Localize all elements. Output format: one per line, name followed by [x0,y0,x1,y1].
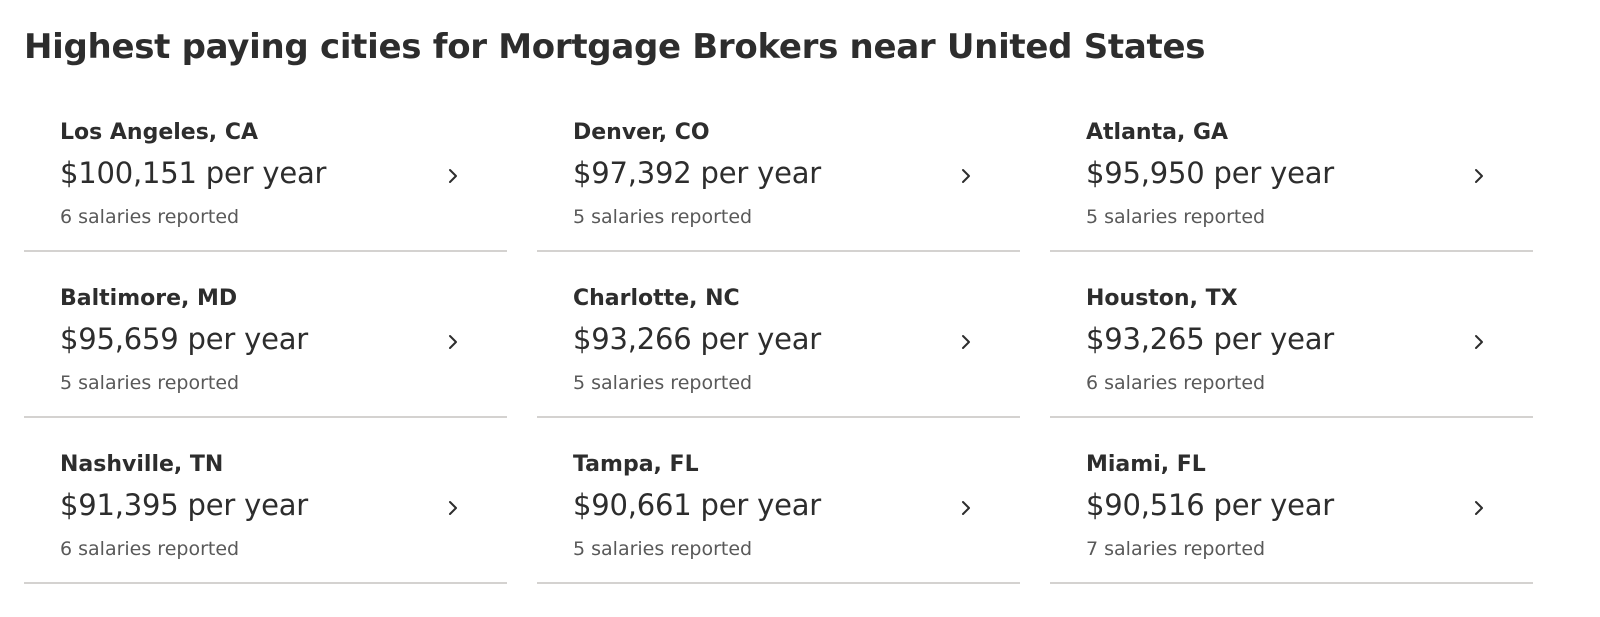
salaries-reported: 6 salaries reported [60,206,240,228]
city-salary: $90,516 per year [1086,488,1335,522]
salaries-reported: 5 salaries reported [573,538,753,560]
city-salary: $100,151 per year [60,156,327,190]
city-card-nashville[interactable]: Nashville, TN $91,395 per year 6 salarie… [24,432,507,584]
chevron-right-icon [446,166,460,186]
city-name: Nashville, TN [60,452,224,477]
city-salary-grid: Los Angeles, CA $100,151 per year 6 sala… [24,100,1560,584]
city-card-tampa[interactable]: Tampa, FL $90,661 per year 5 salaries re… [537,432,1020,584]
salaries-reported: 5 salaries reported [1086,206,1266,228]
salaries-reported: 7 salaries reported [1086,538,1266,560]
salaries-reported: 5 salaries reported [573,206,753,228]
city-card-miami[interactable]: Miami, FL $90,516 per year 7 salaries re… [1050,432,1533,584]
city-name: Baltimore, MD [60,286,238,311]
city-card-los-angeles[interactable]: Los Angeles, CA $100,151 per year 6 sala… [24,100,507,252]
city-name: Charlotte, NC [573,286,740,311]
page-title: Highest paying cities for Mortgage Broke… [24,27,1206,67]
chevron-right-icon [959,332,973,352]
city-name: Tampa, FL [573,452,699,477]
city-card-charlotte[interactable]: Charlotte, NC $93,266 per year 5 salarie… [537,266,1020,418]
city-salary: $95,659 per year [60,322,309,356]
city-salary: $95,950 per year [1086,156,1335,190]
chevron-right-icon [1472,332,1486,352]
salaries-reported: 6 salaries reported [60,538,240,560]
city-name: Houston, TX [1086,286,1238,311]
city-name: Los Angeles, CA [60,120,258,145]
chevron-right-icon [1472,166,1486,186]
city-salary: $90,661 per year [573,488,822,522]
city-salary: $93,266 per year [573,322,822,356]
chevron-right-icon [446,498,460,518]
city-card-denver[interactable]: Denver, CO $97,392 per year 5 salaries r… [537,100,1020,252]
salaries-reported: 6 salaries reported [1086,372,1266,394]
city-card-atlanta[interactable]: Atlanta, GA $95,950 per year 5 salaries … [1050,100,1533,252]
city-card-houston[interactable]: Houston, TX $93,265 per year 6 salaries … [1050,266,1533,418]
city-salary: $97,392 per year [573,156,822,190]
city-name: Miami, FL [1086,452,1206,477]
chevron-right-icon [1472,498,1486,518]
chevron-right-icon [959,498,973,518]
chevron-right-icon [446,332,460,352]
city-salary: $93,265 per year [1086,322,1335,356]
city-name: Atlanta, GA [1086,120,1229,145]
chevron-right-icon [959,166,973,186]
salaries-reported: 5 salaries reported [60,372,240,394]
salaries-reported: 5 salaries reported [573,372,753,394]
city-name: Denver, CO [573,120,710,145]
city-card-baltimore[interactable]: Baltimore, MD $95,659 per year 5 salarie… [24,266,507,418]
city-salary: $91,395 per year [60,488,309,522]
